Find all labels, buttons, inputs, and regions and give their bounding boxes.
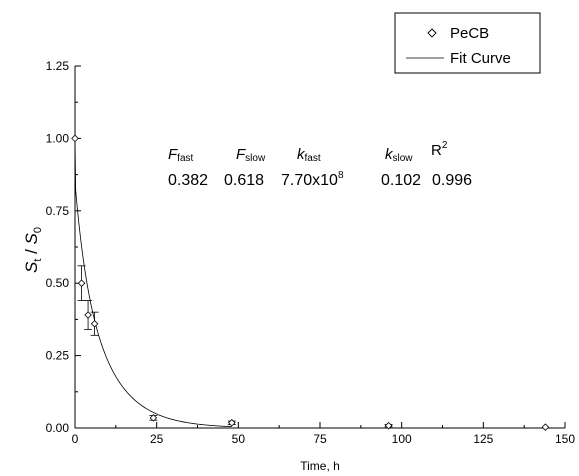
- y-tick-label: 0.50: [46, 276, 70, 290]
- data-point-marker: [149, 414, 158, 422]
- fit-curve-line: [74, 138, 232, 428]
- legend-diamond-marker: [427, 28, 437, 38]
- y-tick-label: 1.25: [46, 59, 70, 73]
- param-value-k-slow: 0.102: [381, 172, 421, 189]
- param-header-r2: R2: [431, 140, 448, 159]
- data-point-marker: [90, 319, 99, 328]
- data-point-marker: [71, 134, 79, 143]
- x-tick-label: 125: [473, 432, 493, 446]
- plot-area: [71, 134, 550, 431]
- data-point-marker: [384, 421, 393, 430]
- y-axis-title: St / S0: [22, 227, 44, 273]
- x-tick-label: 100: [392, 432, 412, 446]
- data-point-marker: [77, 279, 86, 287]
- y-tick-label: 0.00: [46, 421, 70, 435]
- param-value-k-fast: 7.70x108: [281, 170, 344, 189]
- param-value-f-slow: 0.618: [224, 172, 264, 189]
- legend: PeCB Fit Curve: [394, 12, 541, 74]
- x-tick-label: 0: [72, 432, 79, 446]
- legend-label-fit-curve: Fit Curve: [450, 50, 511, 67]
- param-value-f-fast: 0.382: [168, 172, 208, 189]
- y-tick-label: 0.25: [46, 349, 70, 363]
- fit-parameters-annotation: Ffast Fslow kfast kslow R2 0.382 0.618 7…: [168, 140, 472, 189]
- axes: 0 25 50 75 100 125 150 0.00 0.25 0.50 0.75 1.00 1.2…: [22, 59, 575, 473]
- legend-box: [394, 12, 541, 74]
- data-point-marker: [541, 423, 550, 431]
- param-value-r2: 0.996: [432, 172, 472, 189]
- data-point-marker: [84, 311, 92, 319]
- y-tick-label: 1.00: [46, 131, 70, 145]
- x-tick-label: 75: [313, 432, 327, 446]
- param-header-f-slow: Fslow: [236, 146, 266, 164]
- x-axis-title: Time, h: [300, 459, 340, 473]
- y-ticks: 0.00 0.25 0.50 0.75 1.00 1.25: [46, 59, 81, 435]
- x-tick-label: 25: [150, 432, 164, 446]
- param-header-f-fast: Ffast: [168, 146, 194, 164]
- legend-label-pecb: PeCB: [450, 25, 489, 42]
- param-header-k-slow: kslow: [385, 146, 413, 164]
- data-point-marker: [228, 419, 236, 427]
- x-ticks: 0 25 50 75 100 125 150: [72, 422, 575, 446]
- y-tick-label: 0.75: [46, 204, 70, 218]
- x-tick-label: 50: [232, 432, 246, 446]
- param-header-k-fast: kfast: [297, 146, 321, 164]
- x-tick-label: 150: [555, 432, 575, 446]
